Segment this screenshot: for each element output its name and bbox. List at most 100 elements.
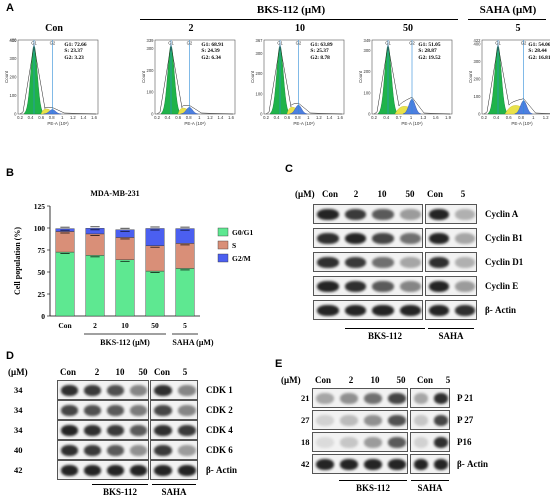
bar-g2m-4 bbox=[175, 228, 195, 244]
panel-label-c: C bbox=[285, 163, 293, 175]
protein-band bbox=[455, 281, 475, 292]
molecular-weight: 21 bbox=[301, 393, 310, 403]
x-tick-label: Con bbox=[58, 321, 72, 330]
phase-stats: G1: 72.66 S: 23.37 G2: 3.23 bbox=[64, 42, 86, 61]
x-tick: 0.6 bbox=[175, 115, 181, 120]
y-tick: 300 bbox=[147, 46, 155, 51]
protein-band bbox=[317, 257, 339, 268]
protein-band bbox=[414, 437, 428, 448]
x-tick: 1 bbox=[61, 115, 64, 120]
blot-strip-bks bbox=[313, 300, 423, 320]
protein-band bbox=[429, 233, 449, 244]
panel-e-western-blot: (μM) Con 2 10 50 Con 5 21 P 21 27 P 27 18 P16 42 β- Ac… bbox=[275, 368, 550, 497]
x-tick: 0.6 bbox=[506, 115, 512, 120]
protein-band bbox=[61, 425, 78, 436]
protein-band bbox=[399, 281, 421, 292]
protein-band bbox=[178, 425, 196, 436]
protein-label: Cyclin E bbox=[485, 281, 519, 291]
histogram-title: 2 bbox=[188, 23, 194, 34]
saha-underline bbox=[152, 484, 196, 485]
bks-group-label: BKS-112 bbox=[102, 487, 137, 497]
blot-strip-saha bbox=[150, 400, 198, 420]
panel-c-western-blot: (μM) Con 2 10 50 Con 5 Cyclin A Cyclin B1 Cyclin … bbox=[285, 175, 550, 350]
y-tick: 100 bbox=[10, 93, 18, 98]
y-tick: 0 bbox=[260, 112, 263, 117]
stat-g1: G1: 68.91 bbox=[201, 42, 224, 48]
y-tick-label: 50 bbox=[38, 268, 46, 277]
x-axis-label: PE-A (10⁶) bbox=[184, 121, 206, 126]
x-tick: 1.6 bbox=[91, 115, 97, 120]
protein-band bbox=[317, 281, 339, 292]
protein-band bbox=[364, 393, 382, 404]
y-tick: 200 bbox=[10, 75, 18, 80]
histogram-plot: Count 0 100 200 300 367 0.2 0.4 0.6 0.8 1 1.2 1.4 1.6… bbox=[250, 38, 345, 126]
stat-g1: G1: 63.89 bbox=[310, 42, 333, 48]
protein-band bbox=[107, 465, 124, 476]
protein-band bbox=[316, 415, 334, 426]
blot-strip-bks bbox=[57, 400, 149, 420]
y-tick: 100 bbox=[364, 90, 372, 95]
y-tick: 300 bbox=[474, 59, 482, 64]
histogram-title: 10 bbox=[295, 23, 305, 34]
saha-group-header: SAHA (μM) bbox=[479, 4, 537, 16]
x-axis-label: PE-A (10⁶) bbox=[293, 121, 315, 126]
y-tick: 300 bbox=[364, 48, 372, 53]
y-tick: 400 bbox=[474, 41, 482, 46]
x-tick: 0.2 bbox=[371, 115, 377, 120]
protein-band bbox=[84, 425, 101, 436]
x-tick: 0.4 bbox=[383, 115, 389, 120]
blot-strip-bks bbox=[313, 228, 423, 248]
blot-strip-bks bbox=[57, 380, 149, 400]
saha-underline bbox=[411, 480, 449, 481]
lane-header: Con bbox=[416, 375, 433, 385]
histogram-title: Con bbox=[45, 23, 63, 34]
bar-s-2 bbox=[115, 237, 135, 260]
panel-label-a: A bbox=[6, 2, 14, 14]
x-tick-label: 5 bbox=[183, 321, 187, 330]
molecular-weight: 34 bbox=[14, 405, 23, 415]
protein-band bbox=[388, 437, 406, 448]
protein-band bbox=[107, 445, 124, 456]
phase-stats: G1: 54.06 S: 28.44 G2: 16.81 bbox=[528, 42, 550, 61]
protein-label: CDK 1 bbox=[206, 385, 233, 395]
x-tick: 0.4 bbox=[274, 115, 280, 120]
protein-band bbox=[364, 459, 382, 470]
protein-label: Cyclin B1 bbox=[485, 233, 523, 243]
bks-underline bbox=[92, 484, 148, 485]
blot-strip-saha bbox=[425, 204, 477, 224]
saha-group-underline bbox=[468, 19, 546, 20]
bar-g0g1-1 bbox=[85, 255, 105, 317]
histogram-2: 10 Count 0 100 200 300 367 0.2 0.4 0.6 0.8 1 1.2 1.4 1… bbox=[250, 23, 355, 138]
x-tick: 1.2 bbox=[316, 115, 322, 120]
y-tick-label: 100 bbox=[34, 224, 46, 233]
blot-strip-saha bbox=[410, 410, 450, 430]
stat-s: S: 25.37 bbox=[310, 48, 329, 55]
histogram-0: Con Count 0 100 200 300 400 400 0.2 0.4 0.6 0.8 1 1.2… bbox=[4, 23, 109, 138]
y-max-tick: 339 bbox=[147, 38, 155, 43]
protein-band bbox=[372, 233, 394, 244]
protein-label: P 21 bbox=[457, 393, 474, 403]
bks-group-label: BKS-112 (μM) bbox=[100, 338, 150, 347]
stat-g1: G1: 72.66 bbox=[64, 42, 87, 48]
x-tick: 1.4 bbox=[327, 115, 333, 120]
y-tick: 400 bbox=[10, 38, 18, 43]
bks-group-label: BKS-112 bbox=[355, 483, 390, 493]
stat-g2: G2: 19.52 bbox=[418, 54, 441, 61]
protein-band bbox=[372, 305, 394, 316]
blot-strip-saha bbox=[410, 432, 450, 452]
phase-stats: G1: 51.05 S: 28.87 G2: 19.52 bbox=[418, 42, 440, 61]
y-tick: 0 bbox=[14, 112, 17, 117]
histogram-title: 50 bbox=[403, 23, 413, 34]
molecular-weight: 42 bbox=[14, 465, 23, 475]
unit-label: (μM) bbox=[8, 367, 28, 377]
y-tick: 300 bbox=[256, 51, 264, 56]
lane-header: 10 bbox=[115, 367, 125, 377]
protein-label: β- Actin bbox=[485, 305, 516, 315]
protein-band bbox=[364, 437, 382, 448]
legend-swatch bbox=[217, 253, 229, 263]
stacked-bar-chart: MDA-MB-231 0 25 50 75 100 125 Cell population (… bbox=[0, 180, 282, 350]
protein-band bbox=[434, 437, 448, 448]
protein-band bbox=[344, 233, 366, 244]
x-axis-label: PE-A (10⁶) bbox=[401, 121, 423, 126]
